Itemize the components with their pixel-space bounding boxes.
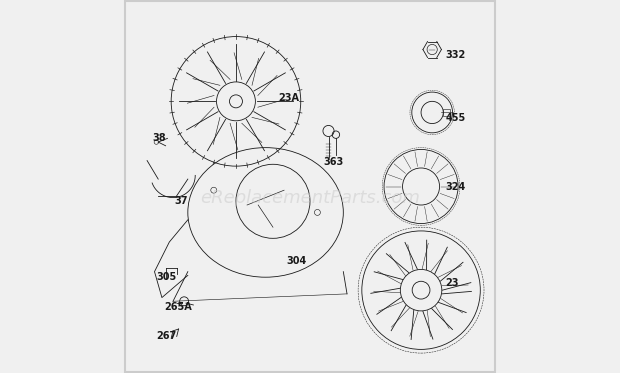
Text: 23: 23 [445,278,459,288]
Text: 23A: 23A [278,93,299,103]
Text: 37: 37 [175,196,188,206]
Text: 332: 332 [445,50,466,60]
Text: 363: 363 [323,157,343,167]
Text: 305: 305 [156,272,177,282]
Text: 324: 324 [445,182,466,191]
Text: 304: 304 [286,256,306,266]
Text: 265A: 265A [164,302,192,312]
Bar [443,109,450,116]
Text: 455: 455 [445,113,466,123]
Text: eReplacementParts.com: eReplacementParts.com [200,189,420,207]
Text: 267: 267 [156,332,177,341]
Text: 38: 38 [153,134,166,143]
